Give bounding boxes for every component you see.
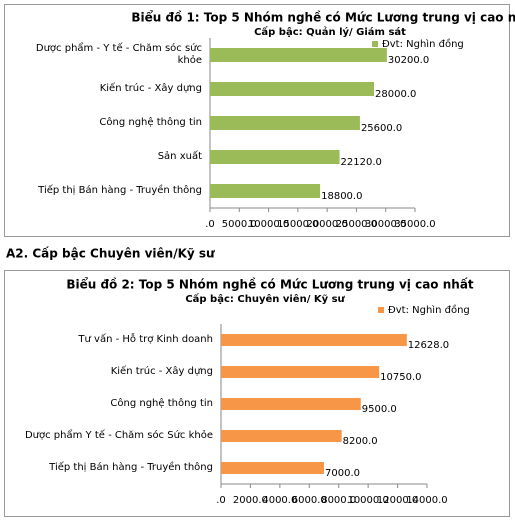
x-tick-label: 4000.0 bbox=[262, 495, 297, 506]
y-tick-label: Kiến trúc - Xây dựng bbox=[99, 83, 202, 94]
category-label-box: Công nghệ thông tin bbox=[99, 117, 202, 128]
bar bbox=[210, 184, 321, 198]
category-label-box: Tiếp thị Bán hàng - Truyền thông bbox=[49, 462, 213, 473]
bar bbox=[221, 334, 407, 346]
y-tick-label: Công nghệ thông tin bbox=[99, 117, 202, 128]
chart-frame bbox=[4, 270, 510, 517]
legend-label: Đvt: Nghìn đồng bbox=[388, 304, 470, 316]
x-tick-label: 10000.0 bbox=[347, 495, 388, 506]
bar bbox=[210, 150, 340, 164]
value-label: 7000.0 bbox=[325, 468, 360, 479]
category-label-box: Dược phẩm - Y tế - Chăm sóc sức khỏe bbox=[35, 43, 202, 66]
bar bbox=[221, 462, 324, 474]
x-tick-label: 6000.0 bbox=[292, 495, 327, 506]
y-tick-label: Dược phẩm Y tế - Chăm sóc Sức khỏe bbox=[24, 430, 213, 441]
x-tick-label: 8000.0 bbox=[321, 495, 356, 506]
legend-label: Đvt: Nghìn đồng bbox=[382, 38, 464, 50]
y-tick-label: Dược phẩm - Y tế - Chăm sóc sức khỏe bbox=[35, 43, 202, 66]
value-label: 22120.0 bbox=[341, 157, 382, 168]
value-label: 18800.0 bbox=[321, 191, 362, 202]
category-label-box: Kiến trúc - Xây dựng bbox=[99, 83, 202, 94]
legend-swatch bbox=[378, 307, 384, 313]
value-label: 12628.0 bbox=[408, 340, 449, 351]
value-label: 30200.0 bbox=[388, 55, 429, 66]
y-tick-label: Tiếp thị Bán hàng - Truyền thông bbox=[49, 462, 213, 473]
y-tick-label: Kiến trúc - Xây dựng bbox=[110, 366, 213, 377]
chart-title: Biểu đồ 1: Top 5 Nhóm nghề có Mức Lương … bbox=[131, 10, 515, 25]
x-tick-label: 10000.0 bbox=[248, 219, 289, 230]
category-label-box: Công nghệ thông tin bbox=[110, 398, 213, 409]
y-tick-label: Tiếp thị Bán hàng - Truyền thông bbox=[38, 185, 202, 196]
x-tick-label: 2000.0 bbox=[233, 495, 268, 506]
category-label-box: Sản xuất bbox=[157, 151, 202, 162]
category-label-box: Kiến trúc - Xây dựng bbox=[110, 366, 213, 377]
x-tick-label: .0 bbox=[216, 495, 226, 506]
chart-subtitle: Cấp bậc: Quản lý/ Giám sát bbox=[254, 25, 406, 38]
chart-title: Biểu đồ 2: Top 5 Nhóm nghề có Mức Lương … bbox=[66, 277, 474, 292]
x-tick-label: 15000.0 bbox=[277, 219, 318, 230]
x-tick-label: 25000.0 bbox=[336, 219, 377, 230]
y-tick-label: Tư vấn - Hỗ trợ Kinh doanh bbox=[78, 334, 213, 345]
x-tick-label: 20000.0 bbox=[306, 219, 347, 230]
bar bbox=[221, 366, 380, 378]
x-tick-label: 5000.0 bbox=[222, 219, 257, 230]
section-heading: A2. Cấp bậc Chuyên viên/Kỹ sư bbox=[6, 247, 215, 261]
value-label: 10750.0 bbox=[380, 372, 421, 383]
chart-subtitle: Cấp bậc: Chuyên viên/ Kỹ sư bbox=[185, 292, 345, 305]
x-tick-label: 30000.0 bbox=[365, 219, 406, 230]
category-label-box: Dược phẩm Y tế - Chăm sóc Sức khỏe bbox=[24, 430, 213, 441]
value-label: 25600.0 bbox=[361, 123, 402, 134]
value-label: 28000.0 bbox=[375, 89, 416, 100]
x-tick-label: 12000.0 bbox=[377, 495, 418, 506]
legend-swatch bbox=[372, 41, 378, 47]
value-label: 8200.0 bbox=[343, 436, 378, 447]
bar bbox=[221, 398, 361, 410]
bar bbox=[210, 116, 360, 130]
y-tick-label: Công nghệ thông tin bbox=[110, 398, 213, 409]
bar bbox=[210, 82, 374, 96]
value-label: 9500.0 bbox=[362, 404, 397, 415]
category-label-box: Tư vấn - Hỗ trợ Kinh doanh bbox=[78, 334, 213, 345]
bar bbox=[210, 48, 387, 62]
x-tick-label: 35000.0 bbox=[394, 219, 435, 230]
category-label-box: Tiếp thị Bán hàng - Truyền thông bbox=[38, 185, 202, 196]
x-tick-label: 14000.0 bbox=[406, 495, 447, 506]
x-tick-label: .0 bbox=[205, 219, 215, 230]
bar bbox=[221, 430, 342, 442]
y-tick-label: Sản xuất bbox=[157, 151, 202, 162]
